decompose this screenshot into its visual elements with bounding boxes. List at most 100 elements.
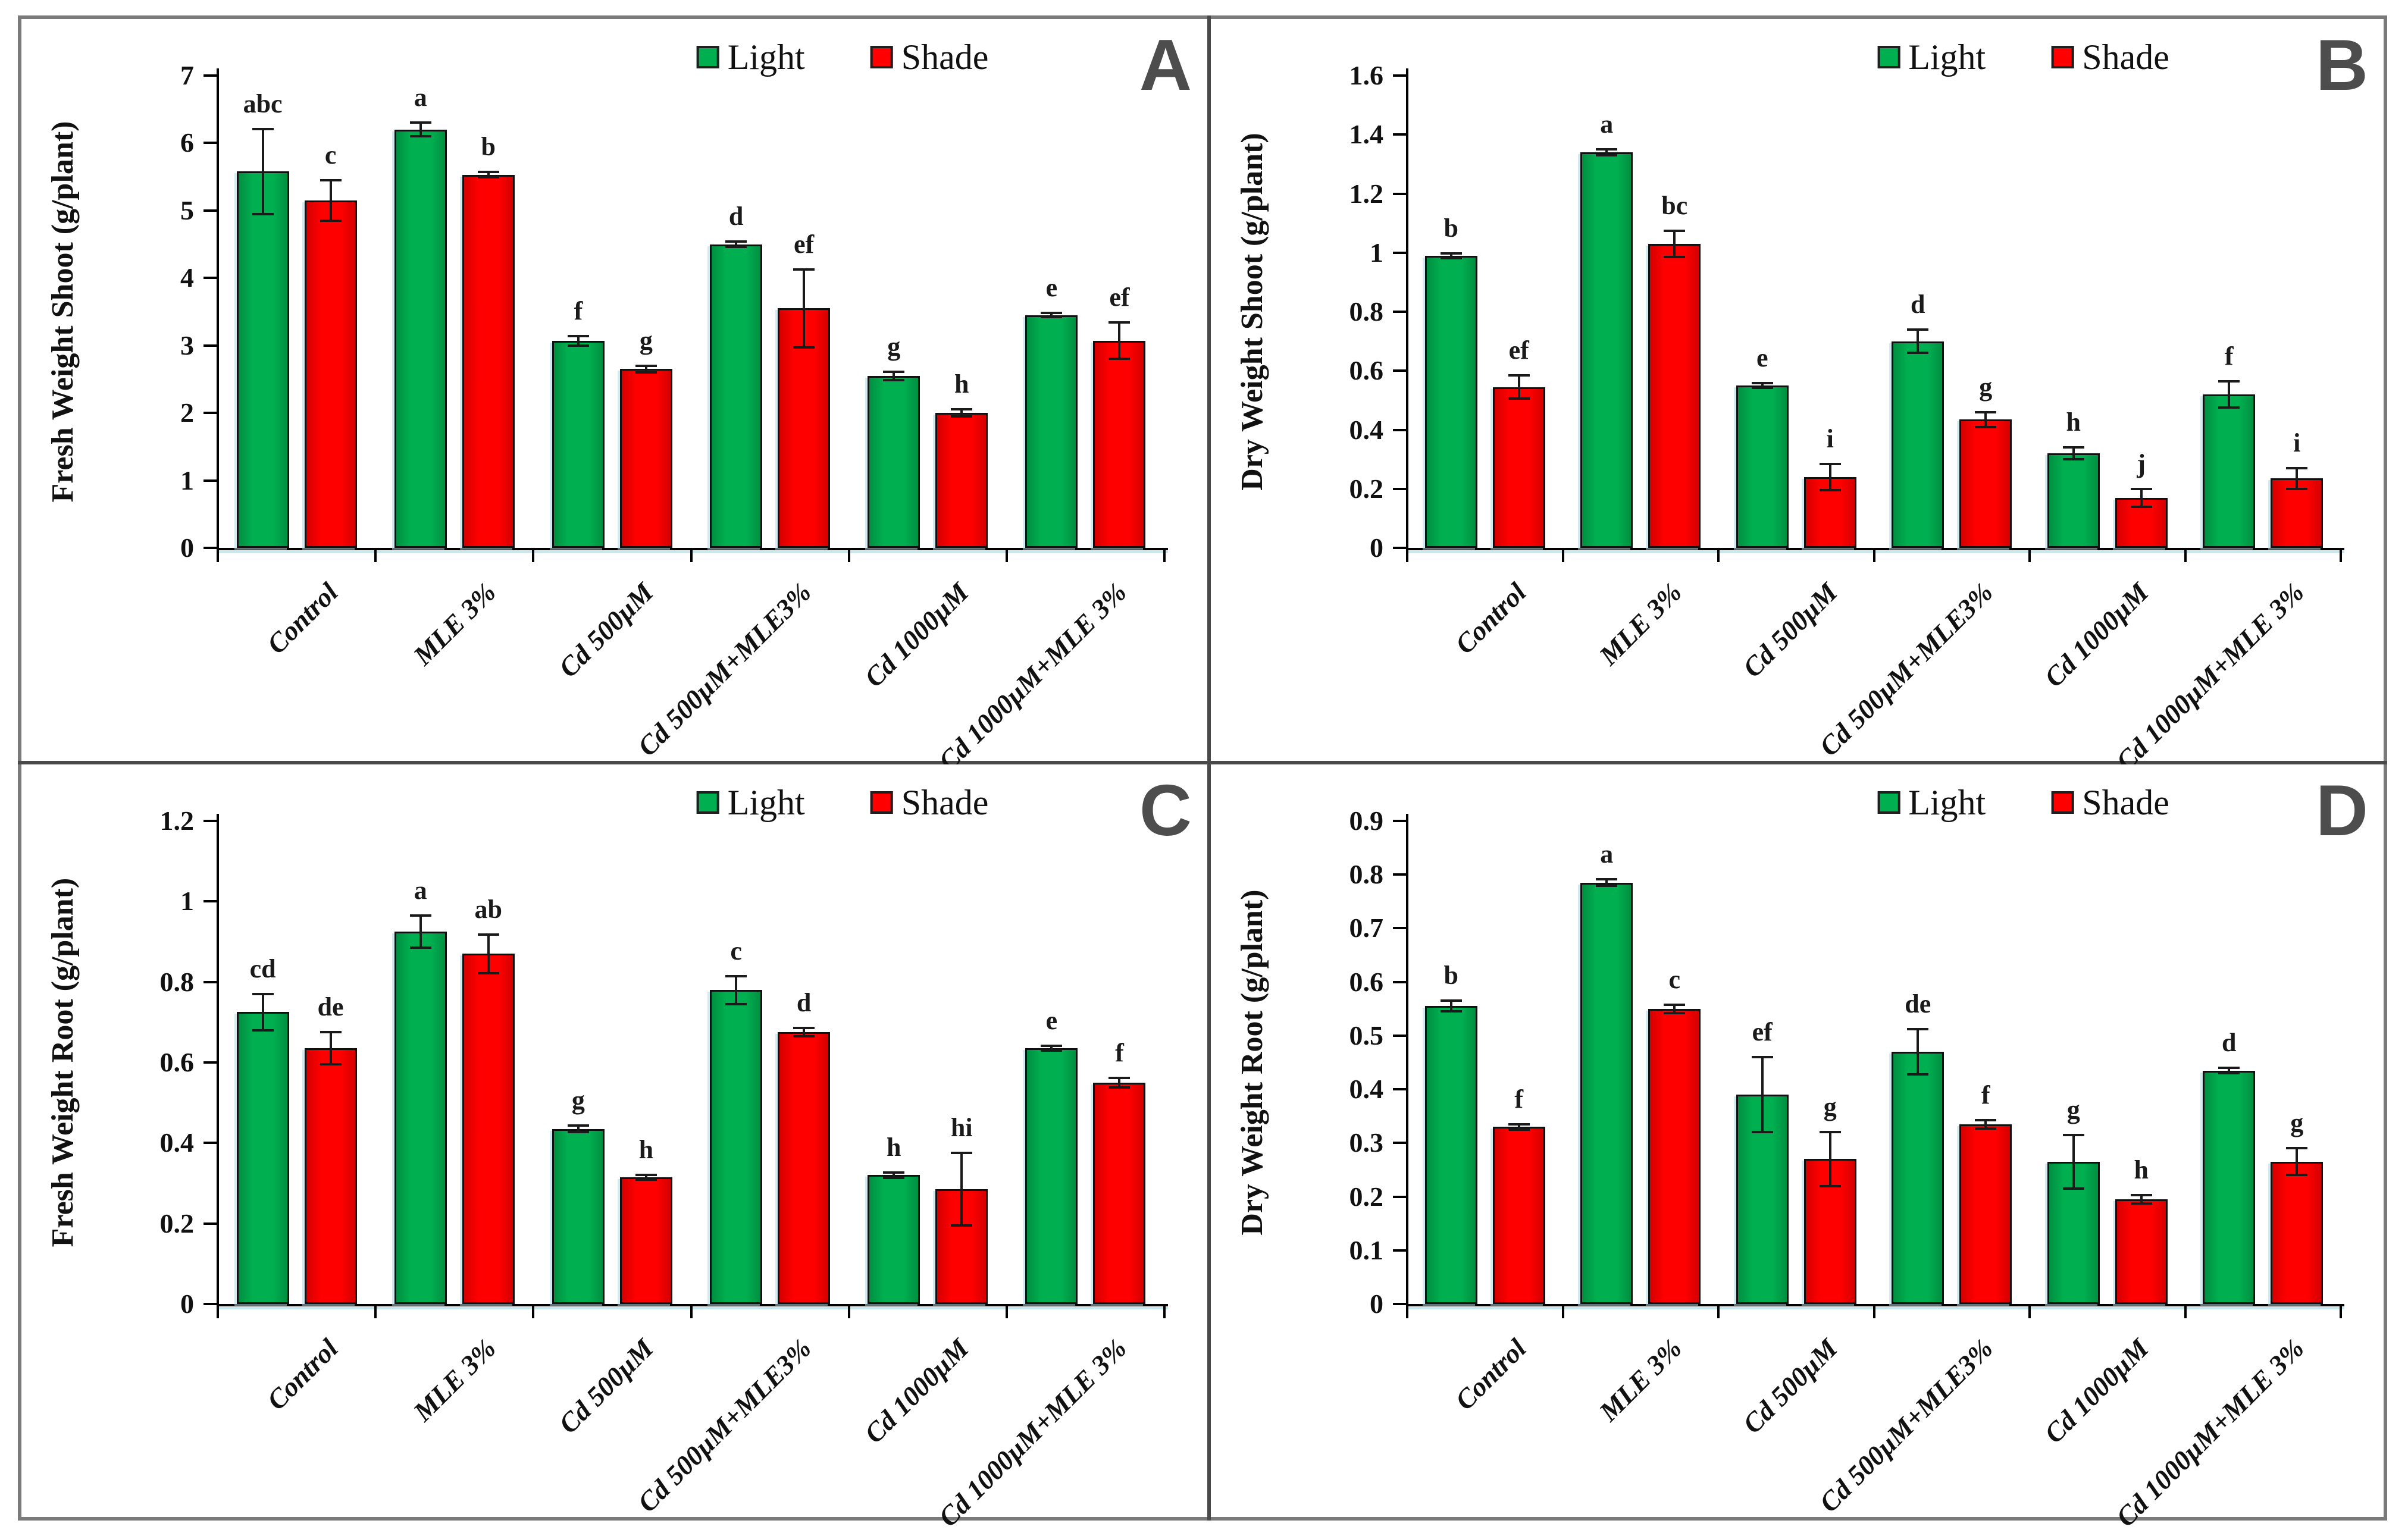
error-bar — [419, 916, 422, 948]
y-tick-mark — [203, 412, 217, 415]
error-bar-cap-bottom — [252, 212, 274, 215]
significance-letter: a — [414, 83, 427, 112]
y-axis-title: Dry Weight Shoot (g/plant) — [1235, 133, 1269, 491]
y-axis-line — [217, 68, 219, 550]
x-category-label: Cd 1000µM — [859, 1333, 975, 1449]
x-category-label: Control — [261, 576, 344, 660]
error-bar — [1449, 253, 1452, 258]
error-bar-cap-bottom — [725, 1002, 747, 1005]
bar-light-C-1 — [394, 932, 447, 1304]
bar-shade-C-2 — [619, 1177, 672, 1304]
error-bar — [2140, 1195, 2143, 1204]
x-category-label: Cd 1000µM — [2038, 1333, 2155, 1449]
x-axis-line — [217, 1304, 1168, 1306]
y-tick-label: 0.2 — [159, 1208, 195, 1239]
significance-letter: c — [1668, 964, 1681, 994]
significance-letter: a — [1600, 839, 1614, 869]
x-tick-mark — [1406, 550, 1408, 562]
x-tick-mark — [374, 550, 377, 562]
error-bar-cap-top — [1109, 321, 1131, 324]
bar-shade-D-3 — [1959, 1124, 2012, 1304]
significance-letter: h — [2134, 1155, 2149, 1184]
error-bar-cap-bottom — [1664, 1011, 1686, 1014]
error-bar-cap-top — [951, 408, 973, 411]
y-tick-mark — [1393, 1034, 1406, 1037]
error-bar-cap-top — [793, 1027, 815, 1030]
significance-letter: g — [639, 325, 653, 355]
bar-shade-D-4 — [2115, 1199, 2168, 1304]
x-tick-mark — [1561, 1306, 1564, 1318]
error-bar-cap-top — [320, 1031, 342, 1034]
error-bar-cap-top — [2062, 1133, 2084, 1136]
error-bar-cap-bottom — [2130, 1202, 2152, 1205]
y-tick-label: 1 — [180, 886, 194, 917]
legend: Light Shade — [1877, 39, 2169, 75]
error-bar-cap-bottom — [635, 1178, 657, 1181]
error-bar-cap-top — [252, 127, 274, 130]
significance-letter: f — [2224, 341, 2234, 371]
error-bar-cap-bottom — [951, 1224, 973, 1227]
legend-swatch-shade-icon — [870, 791, 893, 814]
error-bar — [644, 1174, 647, 1180]
x-category-label: Cd 500µM+MLE3% — [631, 576, 817, 762]
y-tick-label: 0.3 — [1349, 1127, 1384, 1158]
legend-item-shade: Shade — [870, 39, 988, 75]
y-tick-mark — [203, 277, 217, 280]
error-bar — [1605, 879, 1608, 886]
x-tick-mark — [2184, 1306, 2187, 1318]
y-tick-mark — [203, 1303, 217, 1305]
y-tick-label: 0.6 — [1349, 355, 1384, 386]
significance-letter: j — [2137, 449, 2146, 478]
y-tick-mark — [1393, 547, 1406, 549]
bar-light-B-3 — [1892, 341, 1944, 548]
significance-letter: hi — [950, 1113, 973, 1143]
error-bar — [329, 180, 332, 221]
y-tick-mark — [203, 74, 217, 77]
error-bar — [1050, 313, 1053, 318]
significance-letter: a — [414, 876, 427, 905]
error-bar — [2228, 381, 2231, 408]
x-category-label: Cd 500µM+MLE3% — [1814, 1333, 1999, 1518]
y-tick-mark — [203, 209, 217, 212]
bar-shade-C-5 — [1093, 1082, 1146, 1304]
y-tick-label: 0.9 — [1349, 805, 1384, 836]
error-bar-cap-bottom — [567, 1131, 589, 1134]
error-bar-cap-top — [1508, 374, 1530, 377]
error-bar-cap-bottom — [1975, 1127, 1997, 1130]
y-tick-label: 0 — [180, 1289, 194, 1319]
legend-swatch-light-icon — [696, 46, 719, 68]
x-tick-mark — [1406, 1306, 1408, 1318]
y-tick-label: 0 — [1370, 1289, 1383, 1319]
significance-letter: b — [481, 132, 496, 162]
error-bar-cap-top — [1819, 1131, 1841, 1134]
x-axis-line — [217, 548, 1168, 550]
bar-light-C-5 — [1025, 1048, 1078, 1304]
error-bar — [960, 1153, 963, 1226]
y-tick-mark — [1393, 1303, 1406, 1305]
y-tick-label: 1.4 — [1349, 119, 1384, 150]
panel-D: D 0 0.1 0.2 0.3 0.4 0.5 0.6 0.7 0.8 0.9 Dry Weight … — [1211, 764, 2384, 1532]
x-tick-mark — [1872, 1306, 1875, 1318]
bar-shade-C-1 — [462, 954, 515, 1304]
error-bar-cap-bottom — [1109, 358, 1131, 361]
panel-label-A: A — [1139, 24, 1192, 105]
error-bar — [893, 371, 895, 380]
error-bar-cap-bottom — [2286, 487, 2308, 490]
error-bar-cap-top — [409, 121, 431, 124]
error-bar-cap-bottom — [1907, 1073, 1929, 1076]
error-bar — [803, 1028, 806, 1036]
y-axis-title: Fresh Weight Shoot (g/plant) — [46, 121, 80, 503]
error-bar — [577, 1126, 580, 1133]
error-bar-cap-top — [320, 178, 342, 181]
y-tick-label: 0.6 — [1349, 966, 1384, 997]
legend-item-light: Light — [1877, 785, 1986, 820]
error-bar-cap-bottom — [2062, 458, 2084, 461]
error-bar-cap-bottom — [1819, 1184, 1841, 1187]
error-bar-cap-bottom — [1440, 1010, 1462, 1013]
bar-light-A-0 — [236, 171, 289, 548]
error-bar — [2140, 488, 2143, 507]
bar-shade-A-1 — [462, 174, 515, 548]
y-axis-title: Dry Weight Root (g/plant) — [1235, 889, 1269, 1236]
error-bar-cap-top — [793, 268, 815, 271]
